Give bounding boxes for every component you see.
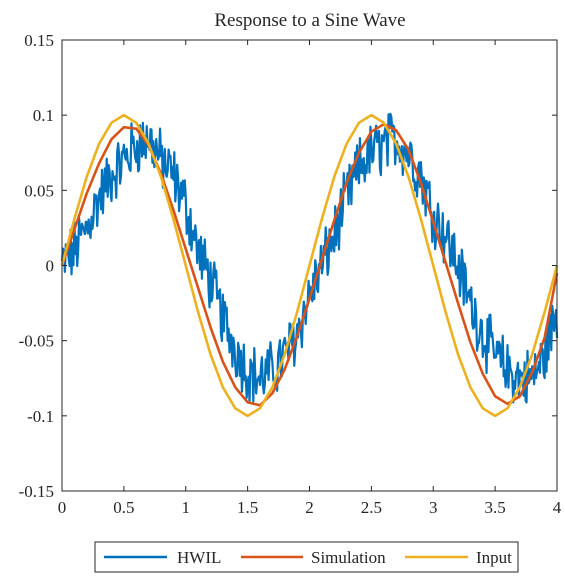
y-tick-label: -0.05 [19,332,54,351]
y-tick-label: -0.15 [19,482,54,501]
legend-label-input: Input [476,548,512,567]
y-tick-label: -0.1 [27,407,54,426]
y-tick-label: 0.15 [24,31,54,50]
x-tick-label: 1 [182,498,191,517]
x-tick-label: 0.5 [113,498,134,517]
legend: HWIL Simulation Input [94,541,519,573]
y-tick-label: 0.05 [24,181,54,200]
legend-label-hwil: HWIL [177,548,221,567]
x-tick-label: 0 [58,498,67,517]
legend-label-simulation: Simulation [311,548,386,567]
chart-title: Response to a Sine Wave [214,10,405,31]
x-tick-label: 2.5 [361,498,382,517]
series-layer [60,112,559,418]
x-tick-label: 3.5 [485,498,506,517]
x-tick-label: 4 [553,498,562,517]
y-tick-label: 0 [46,257,55,276]
y-tick-label: 0.1 [33,106,54,125]
x-tick-label: 3 [429,498,438,517]
series-line-input [60,113,559,418]
x-tick-label: 1.5 [237,498,258,517]
axes-layer: 0 0.5 1 1.5 2 2.5 3 3.5 4 -0.15 -0.1 -0.05 0 0.05 0.1 0… [19,31,562,517]
series-line-simulation [60,122,559,407]
x-tick-label: 2 [305,498,314,517]
